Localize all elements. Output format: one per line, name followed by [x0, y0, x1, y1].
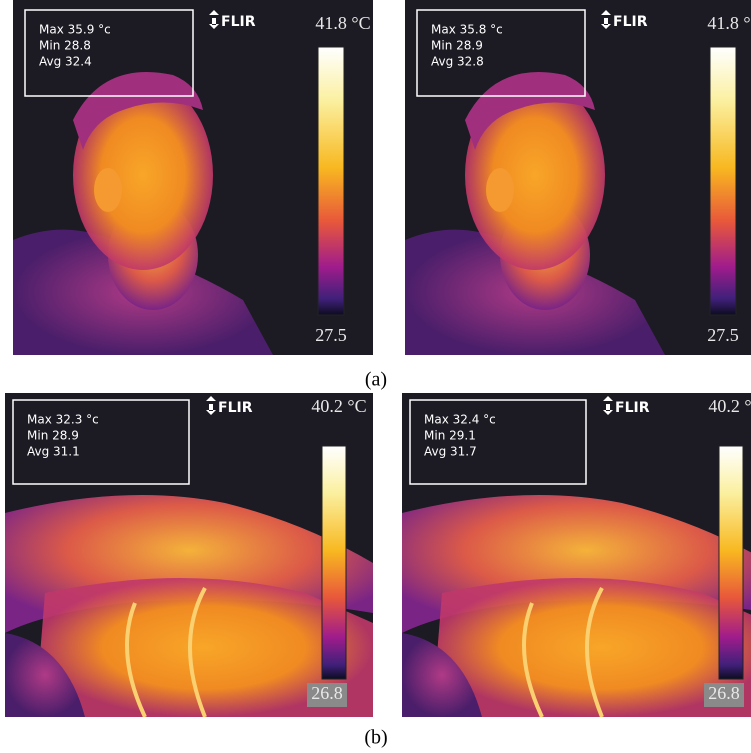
- stat-line: Avg 31.7: [424, 445, 477, 459]
- scale-max: 41.8 °C: [315, 13, 370, 33]
- scale-max: 41.8 °C: [707, 13, 751, 33]
- info-box: [24, 9, 194, 97]
- scale-max: 40.2 °C: [708, 396, 751, 416]
- sleeve-line: [188, 587, 207, 717]
- stat-line: Min 28.9: [431, 39, 483, 53]
- arm-lower: [432, 578, 751, 717]
- stat-line: Max 35.8 °c: [431, 23, 503, 37]
- scale-min-bg: [704, 683, 744, 707]
- hair: [73, 72, 203, 150]
- fold: [5, 633, 85, 717]
- logo-icon: [601, 10, 611, 29]
- color-scale: [709, 46, 737, 316]
- stat-line: Avg 32.4: [39, 55, 92, 69]
- sleeve-line: [522, 602, 544, 717]
- scale-min: 26.8: [311, 683, 343, 703]
- ear: [486, 168, 514, 212]
- scale-min: 26.8: [708, 683, 740, 703]
- stat-line: Min 28.9: [27, 429, 79, 443]
- color-scale: [321, 445, 347, 680]
- logo: FLIR: [613, 14, 648, 30]
- info-box: [416, 9, 586, 97]
- head: [73, 80, 213, 270]
- color-scale: [317, 46, 345, 316]
- stat-line: Avg 31.1: [27, 445, 80, 459]
- scale-min: 27.5: [707, 325, 739, 345]
- sleeve-line: [125, 602, 147, 717]
- stat-line: Max 32.3 °c: [27, 413, 99, 427]
- logo-icon: [206, 396, 216, 415]
- logo-icon: [209, 10, 219, 29]
- logo: FLIR: [615, 400, 650, 416]
- head: [465, 80, 605, 270]
- thermal-panel: Max 32.4 °c Min 29.1 Avg 31.7 FLIR 40.2 °C 26…: [402, 393, 751, 717]
- stat-line: Min 28.8: [39, 39, 91, 53]
- stat-line: Max 32.4 °c: [424, 413, 496, 427]
- stat-line: Min 29.1: [424, 429, 476, 443]
- info-box: [12, 399, 190, 485]
- ear: [94, 168, 122, 212]
- info-box: [409, 399, 587, 485]
- scale-min-bg: [307, 683, 347, 707]
- sleeve-line: [585, 587, 604, 717]
- stat-line: Max 35.9 °c: [39, 23, 111, 37]
- color-scale: [718, 445, 744, 680]
- logo: FLIR: [221, 14, 256, 30]
- thermal-panel: Max 32.3 °c Min 28.9 Avg 31.1 FLIR 40.2 °C 26…: [5, 393, 373, 717]
- thermal-panel: Max 35.9 °c Min 28.8 Avg 32.4 FLIR 41.8 °C 27…: [13, 0, 373, 355]
- stat-line: Avg 32.8: [431, 55, 484, 69]
- hair: [465, 72, 595, 150]
- arm-lower: [35, 578, 373, 717]
- fold: [402, 633, 482, 717]
- caption: (b): [364, 727, 387, 749]
- thermal-panel: Max 35.8 °c Min 28.9 Avg 32.8 FLIR 41.8 °C 27…: [405, 0, 751, 355]
- logo-icon: [603, 396, 613, 415]
- logo: FLIR: [218, 400, 253, 416]
- scale-max: 40.2 °C: [311, 396, 366, 416]
- scale-min: 27.5: [315, 325, 347, 345]
- caption: (a): [365, 369, 387, 391]
